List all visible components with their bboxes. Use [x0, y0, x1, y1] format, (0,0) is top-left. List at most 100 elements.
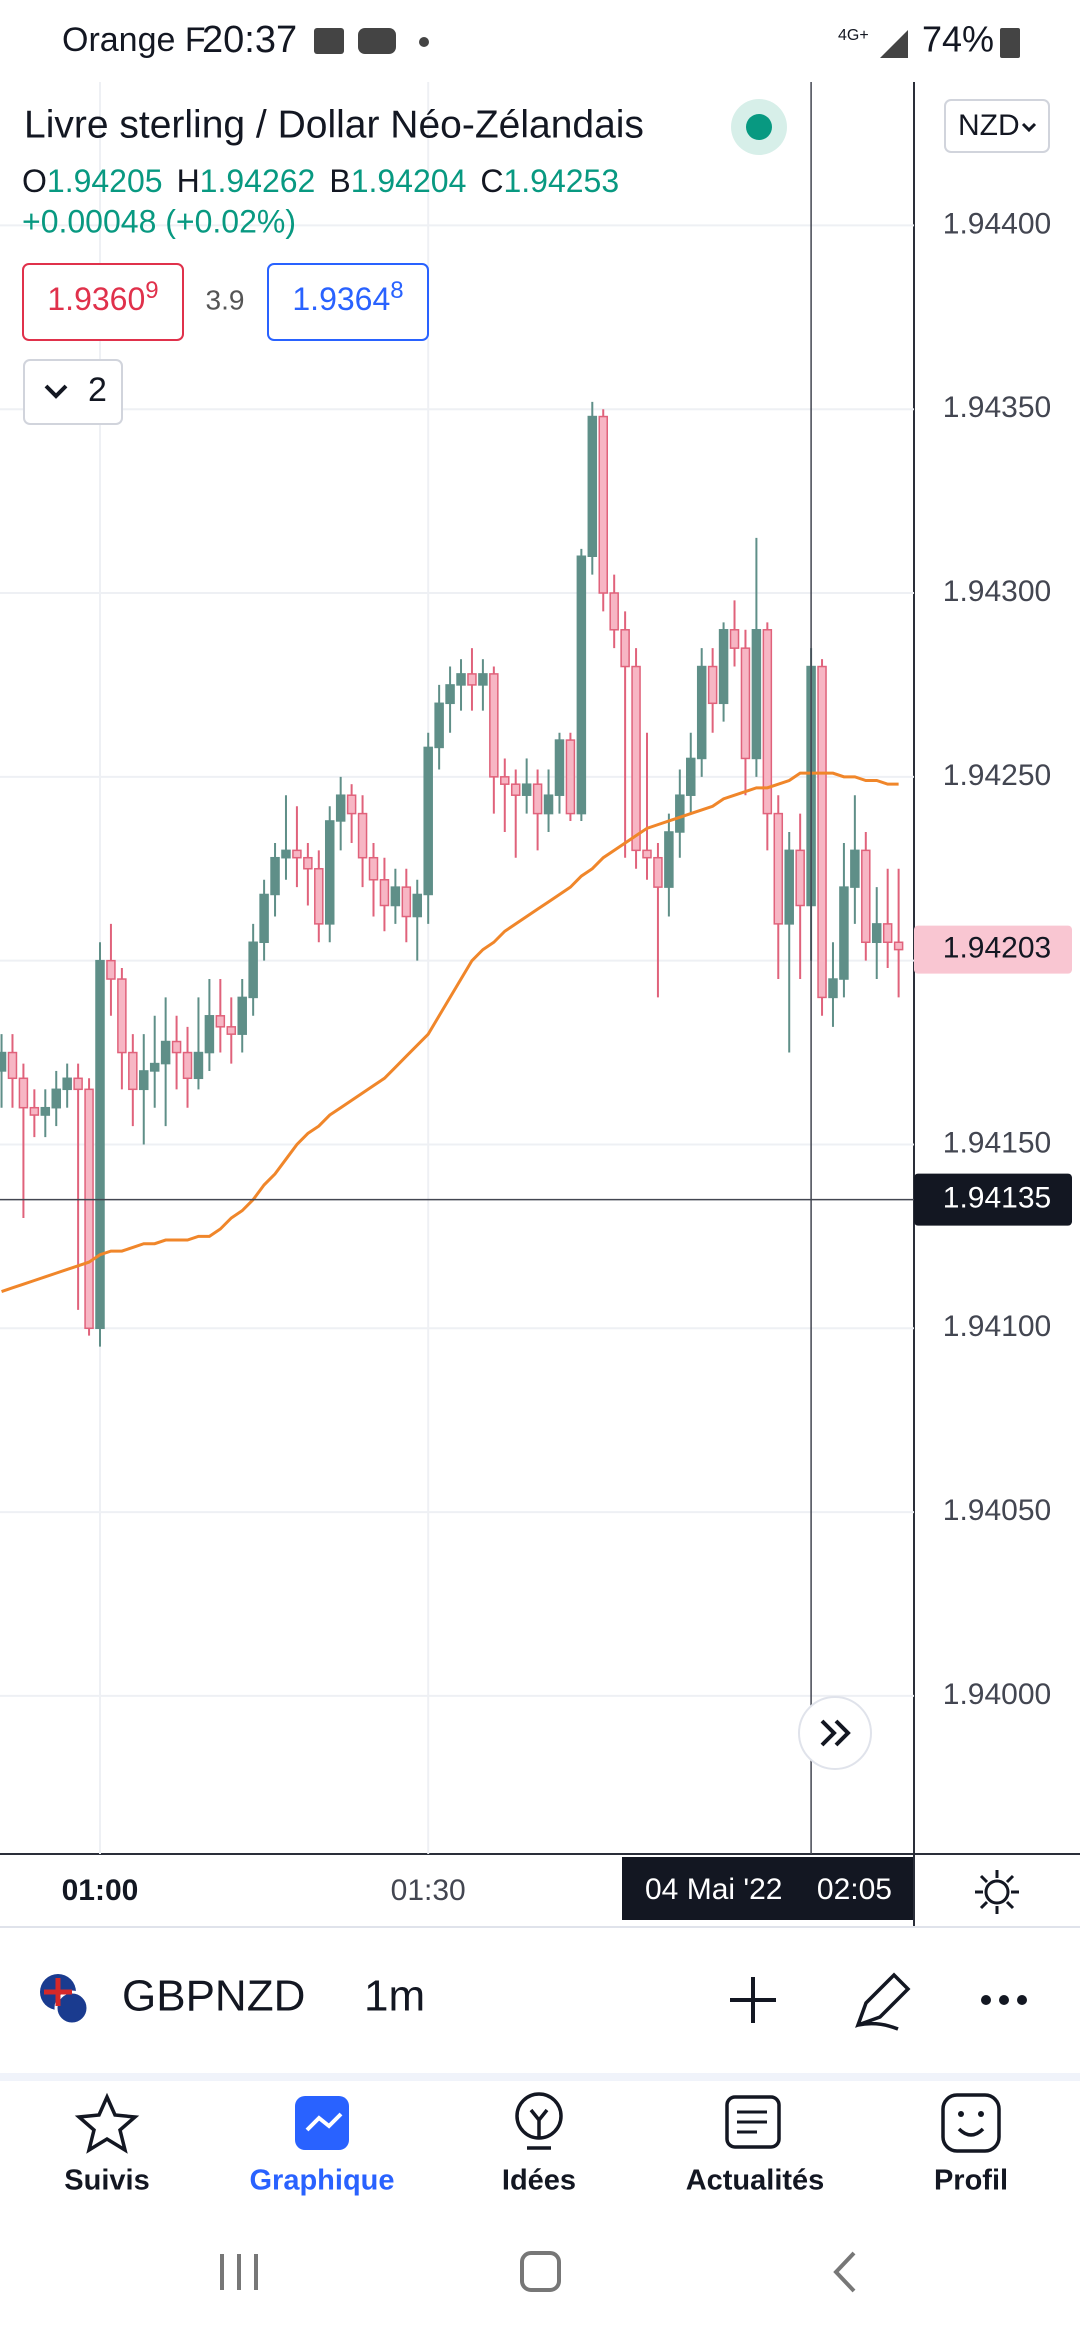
news-lines [737, 2110, 767, 2134]
battery-level: 74% [922, 19, 994, 60]
candle-body [40, 1106, 51, 1116]
settings-icon[interactable] [984, 1879, 1010, 1905]
indicator-count: 2 [88, 371, 107, 409]
carrier: Orange F [62, 21, 206, 59]
y-tick-label: 1.94300 [943, 575, 1051, 608]
candle-body [751, 629, 762, 760]
buy-button[interactable] [267, 263, 429, 341]
more-button[interactable] [981, 1995, 1027, 2005]
candle-body [62, 1077, 72, 1091]
sell-main: 1.9360 [47, 281, 145, 317]
candle-body [434, 702, 444, 749]
candle-body [303, 856, 313, 870]
y-tick-label: 1.94050 [943, 1494, 1051, 1527]
ideas-icon-detail [527, 2108, 551, 2150]
candle-body [532, 783, 543, 815]
candle-body [390, 886, 401, 907]
gallery-icon [314, 28, 344, 54]
tab-label[interactable]: Suivis [64, 2165, 149, 2197]
interval[interactable]: 1m [364, 1972, 425, 2021]
crosshair-time-box [622, 1857, 913, 1920]
ohlc-key: B [329, 163, 350, 199]
nav-recent[interactable] [220, 2254, 258, 2290]
candle-body [784, 849, 794, 925]
candle-body [270, 856, 280, 896]
ohlc-value: 1.94204 [351, 163, 467, 199]
candle-body [521, 783, 532, 796]
add-button[interactable] [730, 1977, 776, 2023]
candle-body [128, 1051, 138, 1091]
candle-body [653, 856, 663, 888]
separator [0, 2073, 1080, 2081]
nav-back[interactable] [833, 2251, 856, 2293]
candle-body [762, 629, 773, 815]
candle-body [281, 849, 291, 859]
candle-body [871, 923, 882, 944]
chevron [1021, 122, 1037, 133]
candle-body [139, 1070, 149, 1091]
double-chevron [820, 1719, 851, 1747]
candle-body [29, 1106, 40, 1116]
candle-body [445, 684, 455, 705]
y-tick-label: 1.94150 [943, 1126, 1051, 1159]
currency: NZD [958, 109, 1020, 142]
buy-sup: 8 [390, 277, 403, 304]
news-icon [725, 2095, 781, 2149]
candle-body [423, 746, 433, 896]
tab-label[interactable]: Actualités [686, 2165, 825, 2197]
indicators-toggle[interactable] [23, 359, 123, 425]
candle-body [839, 886, 849, 980]
candle-body [106, 959, 116, 980]
watchlist-icon [74, 2092, 140, 2154]
currency-button[interactable] [944, 99, 1050, 153]
sell-sup: 9 [145, 277, 158, 304]
flag-cross [44, 1978, 72, 2006]
candle-body [379, 879, 390, 907]
candle-body [51, 1088, 61, 1109]
crosshair-date: 04 Mai '22 [645, 1873, 782, 1906]
candle-body [160, 1040, 171, 1065]
candle-body [401, 886, 412, 918]
y-tick-label: 1.94250 [943, 759, 1051, 792]
ohlc-value: 1.94262 [200, 163, 316, 199]
candle-body [850, 849, 860, 888]
candle-body [510, 783, 521, 796]
candle-body [598, 415, 608, 594]
sell-price: 1.93609 [47, 277, 158, 317]
tab-label[interactable]: Graphique [249, 2165, 394, 2197]
candle-body [489, 673, 499, 778]
candle-body [893, 941, 904, 951]
candle-body [412, 893, 423, 918]
buy-main: 1.9364 [292, 281, 390, 317]
dot [419, 37, 429, 47]
clock: 20:37 [202, 19, 297, 61]
candle-body [117, 978, 127, 1054]
crosshair-price-box [914, 1173, 1072, 1226]
tab-label[interactable]: Idées [502, 2165, 576, 2197]
candle-body [467, 673, 477, 686]
candle-body [171, 1040, 182, 1054]
candle-body [576, 555, 587, 815]
symbol[interactable]: GBPNZD [122, 1972, 305, 2021]
candle-body [84, 1088, 94, 1330]
candle-body [357, 812, 368, 859]
candle-body [346, 794, 357, 815]
candle-body [0, 1051, 7, 1072]
market-status-dot[interactable] [746, 114, 772, 140]
candle-body [368, 856, 379, 881]
sell-button[interactable] [22, 263, 184, 341]
profile-smile [957, 2127, 985, 2137]
draw-button[interactable] [855, 1972, 911, 2031]
youtube-icon [358, 28, 396, 54]
candle-body [729, 629, 740, 649]
nav-home[interactable] [520, 2251, 561, 2292]
candle-body [882, 923, 893, 944]
candle-body [314, 867, 324, 925]
candle-body [500, 776, 510, 785]
tab-label[interactable]: Profil [934, 2165, 1008, 2197]
ohlc: O1.94205 H1.94262 B1.94204 C1.94253 [22, 163, 619, 199]
candle-body [675, 794, 685, 833]
candle-body [686, 757, 696, 796]
